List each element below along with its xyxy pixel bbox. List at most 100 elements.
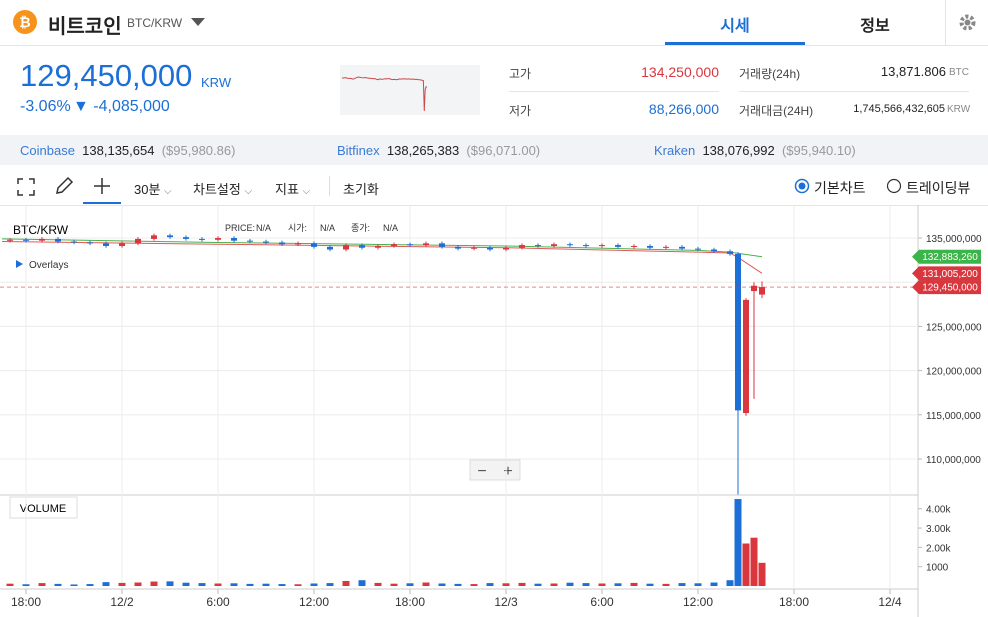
volume-bar <box>102 582 110 586</box>
candle-body <box>727 251 733 254</box>
volume-bar <box>758 562 766 586</box>
legend-text: N/A <box>320 223 335 233</box>
radio[interactable] <box>886 178 902 194</box>
volume-bar <box>22 584 30 586</box>
chart: BTC/KRW Overlays − + VOLUME 18:00 12/2 6:0… <box>0 205 982 617</box>
price-unit: KRW <box>201 75 232 90</box>
tab-underline <box>665 42 805 45</box>
stat-unit: BTC <box>949 67 969 78</box>
candle-body <box>359 245 365 248</box>
divider <box>509 91 719 92</box>
legend-text: N/A <box>256 223 271 233</box>
y-tick-label: 3.00k <box>926 524 951 535</box>
sparkline-line <box>341 76 428 112</box>
candle-body <box>135 238 141 244</box>
stat-label: 고가 <box>509 67 532 81</box>
zoom-out[interactable]: − <box>477 463 486 480</box>
legend-text: PRICE: <box>225 223 255 233</box>
volume-bar <box>310 583 318 586</box>
divider <box>945 0 946 45</box>
volume-bar <box>262 583 270 586</box>
price-tag <box>912 266 981 281</box>
draw-icon[interactable] <box>54 176 74 196</box>
mode-label: 기본차트 <box>814 180 866 196</box>
exchange-price: 138,076,992 <box>702 143 775 158</box>
x-tick-label: 18:00 <box>395 595 425 609</box>
y-tick-label: 2.00k <box>926 543 951 554</box>
candle-body <box>311 243 317 247</box>
radio-selected[interactable] <box>794 178 810 194</box>
y-tick-label: 120,000,000 <box>926 367 982 378</box>
legend-text: N/A <box>383 223 398 233</box>
candle-body <box>631 245 637 247</box>
volume-bar <box>406 583 414 586</box>
candle-body <box>231 238 237 241</box>
tab[interactable]: 시세 <box>720 18 750 35</box>
candle-body <box>23 239 29 241</box>
candle-body <box>167 235 173 238</box>
price-tag <box>912 249 981 264</box>
candle-body <box>7 239 13 241</box>
stat-unit: KRW <box>947 104 971 115</box>
volume-title: VOLUME <box>20 503 66 515</box>
volume-bar <box>566 582 574 586</box>
candle-body <box>423 243 429 246</box>
volume-bar <box>374 582 382 586</box>
volume-bar <box>438 583 446 586</box>
overlays-label[interactable]: Overlays <box>29 260 68 271</box>
exchange-price: 138,135,654 <box>82 143 155 158</box>
y-tick-label: 135,000,000 <box>926 234 982 245</box>
price-tag-label: 131,005,200 <box>922 269 978 280</box>
volume-bar <box>550 583 558 586</box>
candle-body <box>199 238 205 240</box>
volume-bar <box>486 583 494 586</box>
x-tick-label: 12/4 <box>878 595 902 609</box>
settings-icon[interactable] <box>958 13 977 32</box>
candle-body <box>327 246 333 250</box>
overlay-toggle[interactable] <box>16 260 23 268</box>
mode-label: 트레이딩뷰 <box>906 180 971 196</box>
settings[interactable]: 차트설정 ⌵ <box>193 182 253 197</box>
volume-bar <box>294 584 302 586</box>
candle-body <box>183 237 189 239</box>
volume-bar <box>598 583 606 586</box>
candle-body <box>535 245 541 247</box>
change: ▼ -4,085,000 <box>73 98 170 115</box>
tab[interactable]: 정보 <box>860 18 890 35</box>
candle-body <box>55 238 61 242</box>
legend-text: 종가: <box>351 223 370 233</box>
volume-bar <box>326 583 334 586</box>
volume-bar <box>694 583 702 586</box>
candle-body <box>487 247 493 250</box>
zoom-in[interactable]: + <box>503 463 512 480</box>
volume-bar <box>734 499 742 586</box>
candle-body <box>711 249 717 252</box>
crosshair-icon[interactable] <box>92 176 112 196</box>
volume-bar <box>742 543 750 586</box>
interval[interactable]: 30분 ⌵ <box>134 182 172 197</box>
fullscreen-icon[interactable] <box>17 178 35 196</box>
candle-body <box>735 253 741 411</box>
change-pct: -3.06% <box>20 98 71 115</box>
y-tick-label: 4.00k <box>926 505 951 516</box>
indicators[interactable]: 지표 ⌵ <box>275 182 311 197</box>
exchange: Bitfinex 138,265,383 ($96,071.00) <box>337 143 540 158</box>
y-tick-label: 1000 <box>926 563 949 574</box>
volume-bar <box>134 582 142 586</box>
stat-value: 13,871.806 <box>880 64 946 79</box>
candle-body <box>583 245 589 247</box>
volume-bar <box>118 582 126 586</box>
volume-bar <box>38 583 46 586</box>
exchange: Kraken 138,076,992 ($95,940.10) <box>654 143 856 158</box>
reset[interactable]: 초기화 <box>343 182 379 197</box>
current-price: 129,450,000 <box>20 58 193 93</box>
x-tick-label: 12:00 <box>299 595 329 609</box>
price-tag-label: 132,883,260 <box>922 252 978 263</box>
volume-bar <box>198 583 206 586</box>
dropdown[interactable] <box>191 18 205 27</box>
sparkline <box>340 65 480 115</box>
volume-bar <box>166 581 174 586</box>
volume-bar <box>182 582 190 586</box>
volume-bar <box>454 583 462 586</box>
